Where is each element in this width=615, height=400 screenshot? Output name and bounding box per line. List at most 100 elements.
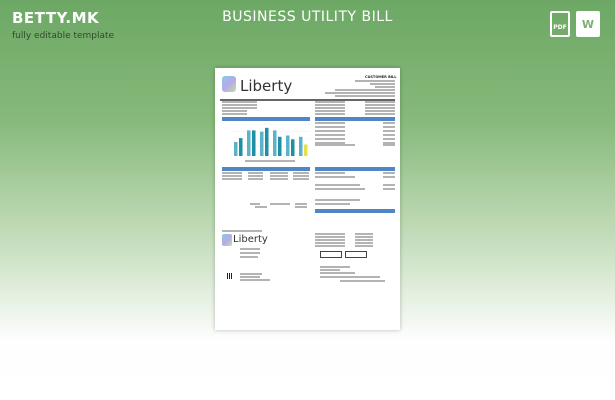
amount-box [320, 251, 342, 258]
text-line [355, 80, 395, 82]
text-line [222, 104, 257, 106]
text-line [270, 172, 288, 174]
text-line [365, 104, 395, 106]
section-header-bar [222, 167, 310, 171]
chart-bar [260, 131, 264, 156]
chart-bar [252, 130, 256, 156]
chart-bar [239, 138, 243, 156]
text-line [270, 203, 290, 205]
word-file-icon[interactable]: W [576, 11, 600, 37]
text-line [383, 138, 395, 140]
text-line [315, 101, 345, 103]
text-line [320, 276, 380, 278]
text-line [240, 248, 260, 250]
text-line [240, 273, 262, 275]
text-line [355, 239, 373, 241]
text-line [240, 256, 258, 258]
section-header-bar [222, 117, 310, 121]
text-line [365, 101, 395, 103]
text-line [245, 160, 295, 162]
chart-bar [278, 136, 282, 156]
text-line [315, 130, 345, 132]
text-line [355, 245, 373, 247]
text-line [383, 142, 395, 144]
chart-bar [304, 144, 308, 156]
text-line [240, 252, 260, 254]
text-line [222, 113, 247, 115]
amount-box [345, 251, 367, 258]
text-line [240, 276, 260, 278]
stub-logo-text: Liberty [233, 234, 268, 245]
bill-heading: CUSTOMER BILL [365, 75, 397, 79]
text-line [255, 206, 267, 208]
text-line [315, 142, 345, 144]
text-line [293, 172, 309, 174]
text-line [295, 206, 307, 208]
text-line [270, 175, 288, 177]
text-line [315, 245, 345, 247]
chart-bar [299, 136, 303, 156]
text-line [240, 279, 270, 281]
text-line [335, 95, 395, 97]
text-line [335, 89, 395, 91]
text-line [315, 239, 345, 241]
text-line [315, 172, 345, 174]
text-line [383, 144, 395, 146]
text-line [315, 122, 345, 124]
text-line [315, 126, 345, 128]
text-line [315, 242, 345, 244]
text-line [222, 230, 262, 232]
text-line [222, 172, 242, 174]
text-line [222, 178, 242, 180]
text-line [248, 172, 263, 174]
text-line [315, 138, 345, 140]
text-line [383, 188, 395, 190]
text-line [315, 107, 345, 109]
text-line [315, 104, 345, 106]
text-line [293, 175, 309, 177]
page-title: BUSINESS UTILITY BILL [222, 9, 393, 25]
text-line [365, 110, 395, 112]
text-line [315, 199, 360, 201]
company-logo-text: Liberty [240, 77, 293, 95]
text-line [365, 107, 395, 109]
text-line [320, 269, 340, 271]
text-line [315, 188, 365, 190]
text-line [383, 134, 395, 136]
text-line [320, 272, 355, 274]
text-line [383, 130, 395, 132]
text-line [383, 176, 395, 178]
text-line [315, 144, 355, 146]
text-line [383, 172, 395, 174]
section-header-bar [315, 117, 395, 121]
brand-logo: BETTY.MK [12, 9, 100, 27]
qr-code-icon [227, 273, 233, 279]
text-line [325, 92, 395, 94]
text-line [315, 176, 355, 178]
text-line [370, 83, 395, 85]
text-line [315, 113, 345, 115]
text-line [222, 101, 257, 103]
text-line [355, 233, 373, 235]
text-line [315, 184, 360, 186]
chart-bar [247, 130, 251, 156]
text-line [315, 134, 345, 136]
word-label: W [581, 18, 595, 31]
text-line [320, 266, 350, 268]
text-line [383, 184, 395, 186]
text-line [248, 178, 263, 180]
chart-bar [273, 130, 277, 156]
pdf-file-icon[interactable]: PDF [550, 11, 570, 37]
usage-chart [230, 123, 310, 156]
text-line [315, 236, 345, 238]
liberty-logo-icon [222, 76, 236, 92]
text-line [222, 175, 242, 177]
text-line [222, 107, 257, 109]
text-line [383, 122, 395, 124]
text-line [355, 242, 373, 244]
text-line [375, 86, 395, 88]
text-line [295, 203, 307, 205]
chart-bar [286, 135, 290, 156]
text-line [222, 110, 247, 112]
text-line [250, 203, 260, 205]
